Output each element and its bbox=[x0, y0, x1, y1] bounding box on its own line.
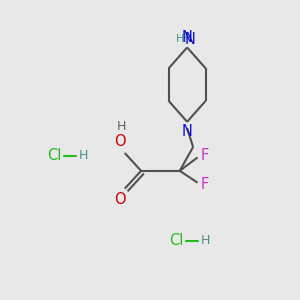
Text: H: H bbox=[176, 34, 184, 44]
Text: N: N bbox=[185, 32, 196, 47]
Text: H: H bbox=[117, 120, 127, 133]
Text: N: N bbox=[182, 30, 193, 45]
Text: H: H bbox=[182, 32, 192, 45]
Text: Cl: Cl bbox=[47, 148, 62, 164]
Text: H: H bbox=[79, 149, 88, 162]
Text: F: F bbox=[200, 148, 209, 164]
Text: F: F bbox=[200, 177, 209, 192]
Text: N: N bbox=[182, 124, 193, 139]
Text: O: O bbox=[115, 192, 126, 207]
Text: Cl: Cl bbox=[169, 233, 184, 248]
Text: O: O bbox=[115, 134, 126, 149]
Text: H: H bbox=[200, 234, 210, 247]
